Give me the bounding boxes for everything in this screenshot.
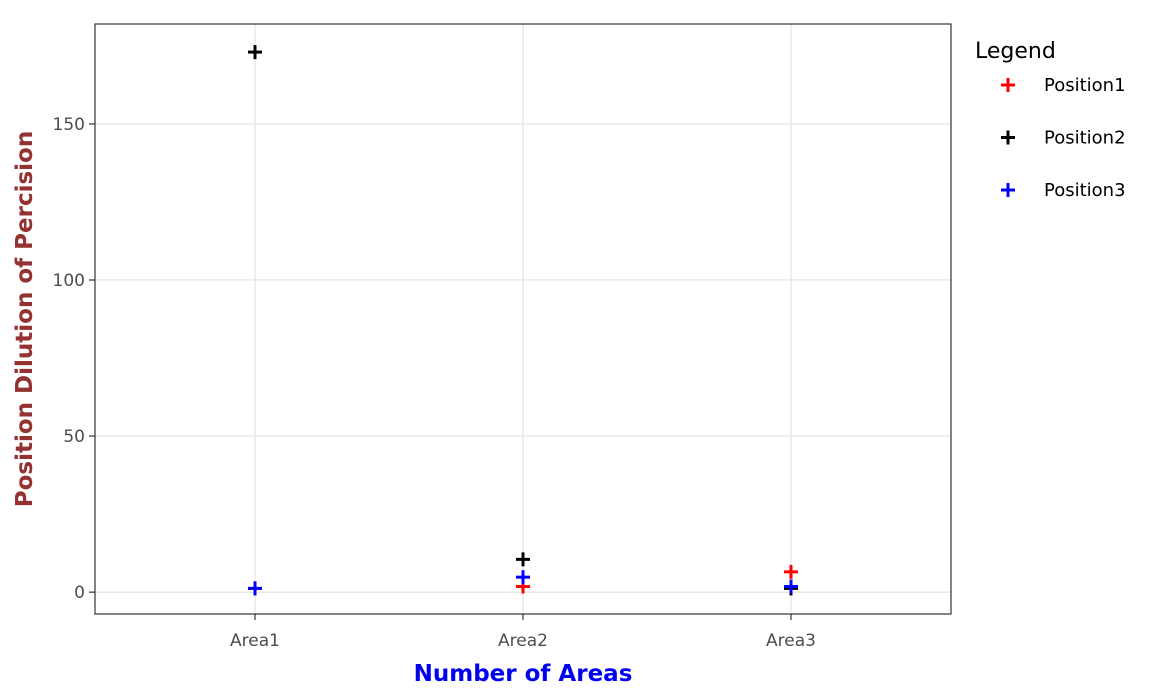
x-axis: Area1 Area2 Area3 <box>230 614 816 651</box>
y-tick-label: 150 <box>53 115 85 135</box>
y-tick-label: 0 <box>74 583 85 603</box>
legend-title: Legend <box>975 39 1056 64</box>
legend: Legend Position1 Position2 Position3 <box>975 39 1126 201</box>
data-point-position1 <box>784 564 798 579</box>
legend-key-position2 <box>1001 130 1015 145</box>
legend-label: Position3 <box>1044 180 1126 201</box>
data-point-position2 <box>248 45 262 60</box>
data-point-position3 <box>516 570 530 585</box>
data-points <box>248 45 798 596</box>
y-axis-title: Position Dilution of Percision <box>12 131 38 507</box>
y-tick-label: 50 <box>63 427 85 447</box>
legend-key-position1 <box>1001 78 1015 92</box>
x-axis-title: Number of Areas <box>414 661 633 687</box>
x-tick-label: Area3 <box>766 631 816 651</box>
legend-label: Position1 <box>1044 75 1126 96</box>
data-point-position2 <box>516 552 530 567</box>
x-gridlines <box>254 24 792 614</box>
legend-label: Position2 <box>1044 128 1126 149</box>
y-axis: 0 50 100 150 <box>53 115 95 603</box>
legend-key-position3 <box>1001 183 1015 197</box>
data-point-position3 <box>248 581 262 596</box>
y-tick-label: 100 <box>53 271 85 291</box>
x-tick-label: Area2 <box>498 631 548 651</box>
x-tick-label: Area1 <box>230 631 280 651</box>
data-point-position3 <box>784 579 798 594</box>
